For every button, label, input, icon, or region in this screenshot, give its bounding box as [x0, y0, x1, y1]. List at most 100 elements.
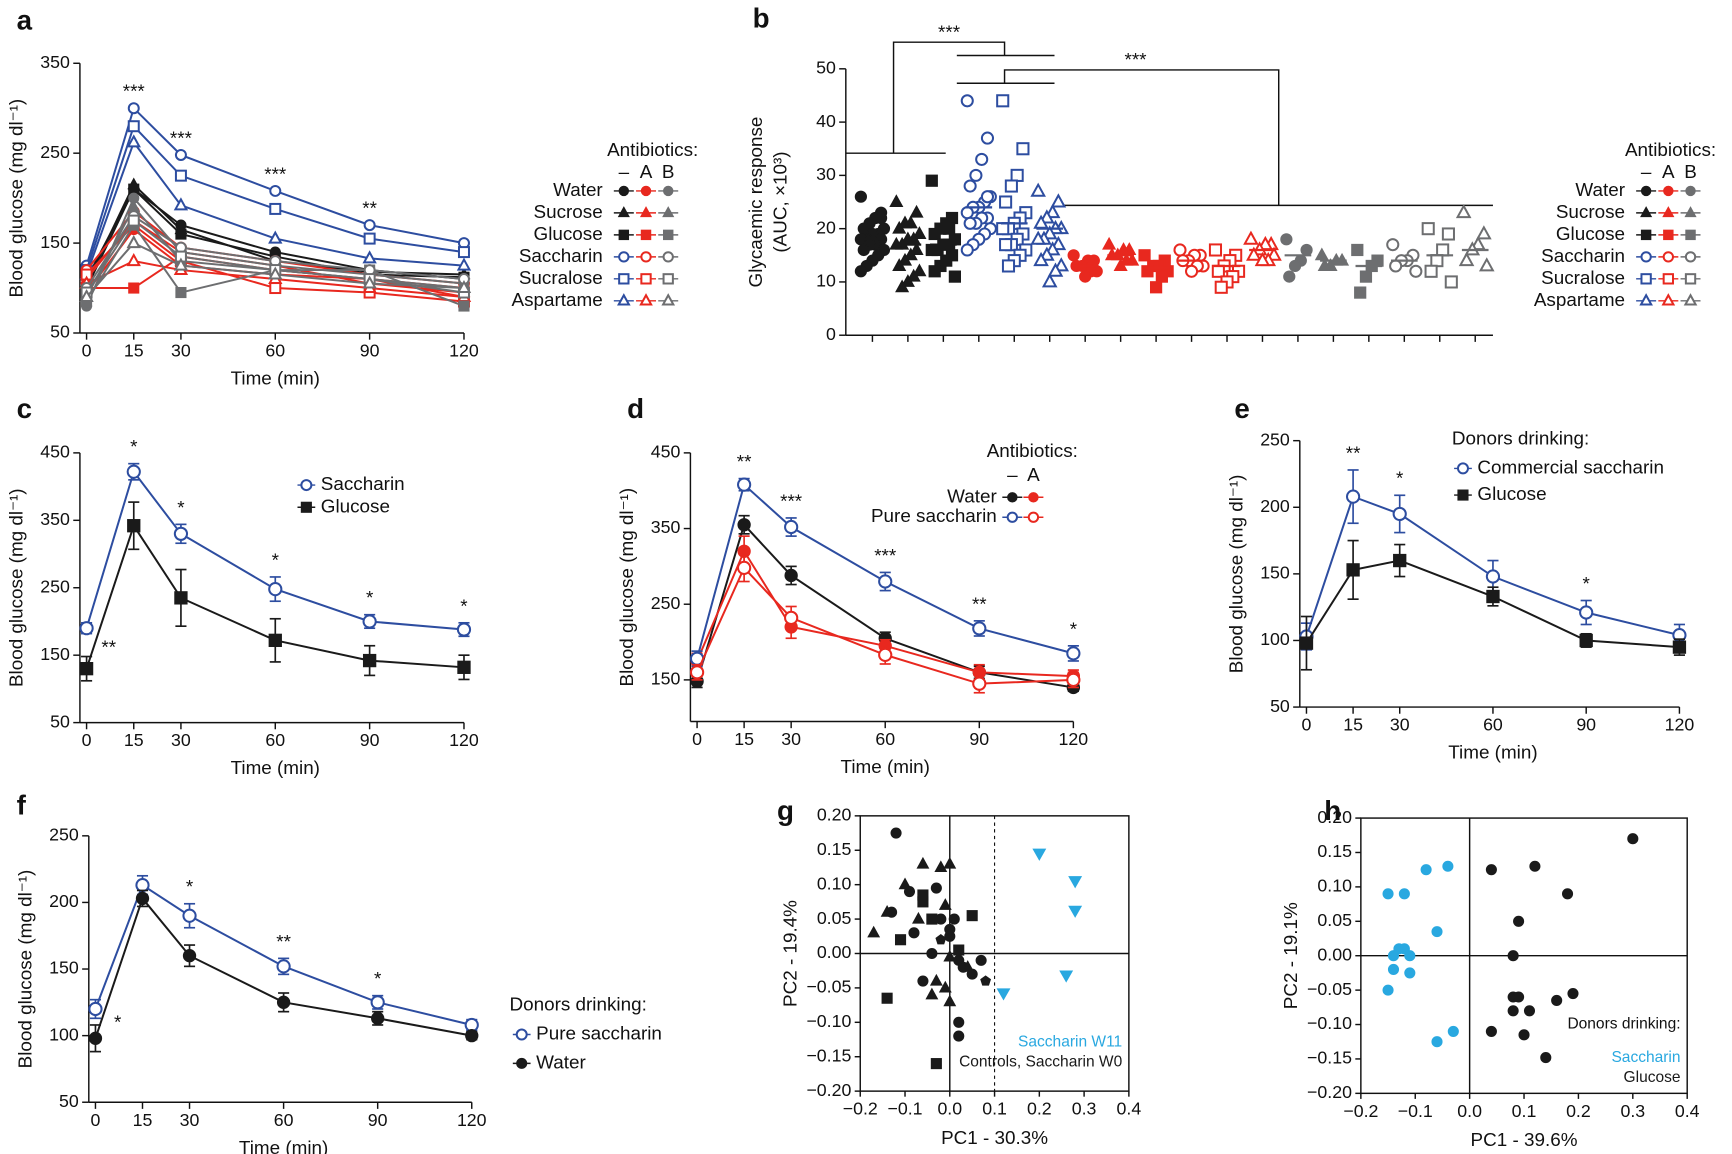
marker [1398, 888, 1410, 900]
marker [953, 1030, 965, 1042]
marker [1010, 168, 1024, 182]
legend-marker [663, 229, 674, 241]
marker [934, 860, 948, 873]
significance: * [130, 436, 138, 457]
marker [135, 878, 150, 893]
significance: * [272, 549, 280, 570]
significance: * [114, 1012, 122, 1033]
series-line [1305, 559, 1680, 649]
marker [917, 975, 929, 987]
marker [1351, 243, 1364, 257]
legend-label: Saccharin [519, 245, 603, 266]
marker [925, 987, 939, 1000]
marker [1149, 281, 1163, 294]
marker [1551, 994, 1563, 1006]
marker [1066, 672, 1081, 687]
x-tick-label: −0.2 [1343, 1101, 1378, 1121]
marker [276, 995, 291, 1009]
x-tick-label: 0.2 [1027, 1099, 1052, 1119]
marker [371, 1011, 385, 1025]
x-tick-label: 90 [1576, 715, 1596, 735]
significance: *** [874, 545, 897, 566]
marker [1430, 254, 1444, 268]
significance: *** [1125, 49, 1148, 70]
legend-marker [1640, 251, 1652, 263]
marker [1280, 233, 1293, 246]
marker [996, 988, 1011, 1001]
marker [784, 610, 799, 625]
significance: * [1396, 468, 1404, 489]
legend-marker [1640, 185, 1652, 197]
marker [1387, 963, 1400, 976]
marker [363, 219, 376, 232]
marker [980, 975, 992, 986]
legend-marker [640, 229, 652, 241]
marker [960, 206, 974, 220]
marker [1141, 265, 1154, 278]
legend-label: Glucose [1556, 223, 1625, 244]
legend-marker [1028, 492, 1039, 503]
panel-letter: f [17, 789, 27, 820]
marker [857, 243, 870, 257]
legend-marker [662, 251, 674, 263]
y-tick-label: 0 [826, 324, 836, 344]
x-tick-label: 0.1 [1512, 1101, 1537, 1121]
marker [1102, 236, 1117, 250]
marker [182, 908, 197, 923]
x-tick-label: 0.2 [1566, 1101, 1591, 1121]
x-tick-label: 60 [265, 341, 285, 361]
legend-marker [1457, 489, 1469, 501]
marker [784, 568, 798, 583]
marker [975, 954, 987, 966]
series-line [1305, 495, 1680, 637]
legend-label: Glucose [534, 223, 603, 244]
legend-marker [1662, 273, 1674, 285]
series-line [85, 124, 465, 271]
legend-marker [1663, 229, 1674, 241]
y-axis-label: Blood glucose (mg dl⁻¹) [1226, 475, 1247, 674]
legend-marker [1662, 206, 1675, 218]
significance: ** [1346, 442, 1361, 463]
marker [929, 973, 943, 986]
legend-marker [1640, 206, 1653, 218]
y-tick-label: 20 [816, 217, 836, 237]
legend-column: A [1662, 161, 1675, 182]
marker [948, 270, 961, 283]
y-tick-label: 150 [651, 669, 681, 689]
marker [935, 934, 947, 945]
marker [1047, 262, 1064, 277]
y-tick-label: 250 [40, 576, 70, 596]
marker [999, 195, 1013, 209]
significance: *** [170, 127, 193, 148]
significance: ** [972, 593, 987, 614]
x-tick-label: 30 [171, 341, 191, 361]
significance: ** [101, 636, 116, 657]
marker [457, 246, 470, 259]
series-line [85, 214, 465, 289]
marker [854, 190, 867, 203]
legend-marker [662, 273, 674, 285]
y-tick-label: −0.10 [1307, 1013, 1352, 1033]
marker [175, 228, 187, 240]
series-line [696, 522, 1074, 689]
legend-marker [1685, 229, 1696, 241]
y-tick-label: 100 [1260, 629, 1290, 649]
panel-letter: g [777, 795, 794, 826]
marker [1033, 251, 1049, 267]
marker [1030, 182, 1046, 197]
marker [1314, 247, 1329, 261]
legend-label: Saccharin [321, 473, 405, 494]
legend-marker [617, 293, 631, 306]
bracket [1003, 69, 1280, 206]
marker [370, 995, 385, 1010]
x-tick-label: 0.0 [937, 1099, 962, 1119]
significance: *** [780, 490, 803, 511]
series-line [85, 223, 465, 307]
legend-column: B [1684, 161, 1697, 182]
y-tick-label: 0.00 [1317, 944, 1352, 964]
marker [925, 174, 938, 187]
marker [881, 992, 893, 1004]
legend-marker [640, 251, 652, 263]
significance: *** [123, 81, 146, 102]
marker [784, 519, 799, 535]
